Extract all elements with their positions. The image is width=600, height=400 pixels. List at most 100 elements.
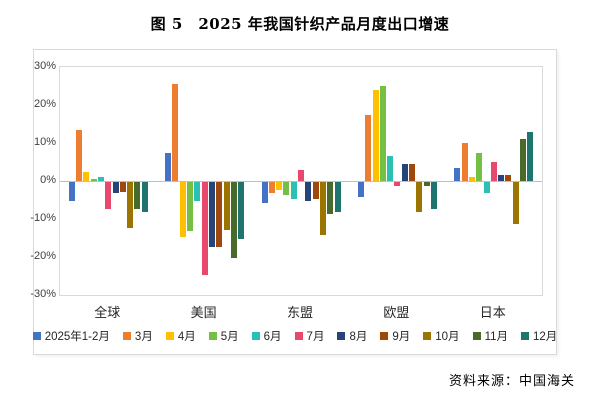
bar-东盟-12月 <box>334 182 341 213</box>
chart-frame: 30% 20% 10% 0% -10% -20% -30% 全球 美国 东盟 欧盟 日本 2025年… <box>30 49 557 355</box>
bar-美国-10月 <box>223 182 230 230</box>
bar-美国-9月 <box>216 182 223 247</box>
bar-美国-3月 <box>172 84 179 181</box>
bar-日本-4月 <box>468 177 475 181</box>
legend-swatch-icon <box>337 332 346 340</box>
bar-欧盟-6月 <box>387 156 394 181</box>
bar-日本-8月 <box>498 175 505 181</box>
bar-全球-5月 <box>90 179 97 181</box>
legend-label: 9月 <box>392 331 411 343</box>
bar-日本-2025年1-2月 <box>454 167 461 181</box>
y-tick-label: 30% <box>33 60 56 72</box>
bar-全球-8月 <box>112 182 119 194</box>
legend-label: 12月 <box>533 331 558 343</box>
legend-swatch-icon <box>472 332 481 340</box>
legend-swatch-icon <box>521 332 530 340</box>
legend-swatch-icon <box>165 332 174 340</box>
bar-全球-6月 <box>97 177 104 181</box>
bar-日本-12月 <box>527 131 534 181</box>
bar-东盟-8月 <box>305 182 312 201</box>
bar-全球-2025年1-2月 <box>68 182 75 201</box>
legend-label: 11月 <box>484 331 509 343</box>
legend-swatch-icon <box>122 332 131 340</box>
bar-日本-7月 <box>490 162 497 181</box>
y-tick-label: -20% <box>30 250 56 262</box>
legend-swatch-icon <box>251 332 260 340</box>
bar-全球-3月 <box>76 129 82 181</box>
bar-欧盟-12月 <box>430 182 437 209</box>
legend-label: 6月 <box>263 331 282 343</box>
bar-全球-7月 <box>105 182 112 209</box>
bar-欧盟-11月 <box>423 182 430 186</box>
bar-美国-12月 <box>238 182 245 239</box>
legend-item-2025年1-2月: 2025年1-2月 <box>32 328 110 344</box>
bar-东盟-2025年1-2月 <box>261 182 268 203</box>
legend-swatch-icon <box>423 332 432 340</box>
bar-全球-9月 <box>119 182 126 192</box>
bar-东盟-5月 <box>283 182 290 196</box>
bar-日本-3月 <box>461 143 468 181</box>
legend-label: 5月 <box>220 331 239 343</box>
bar-欧盟-2025年1-2月 <box>357 182 364 198</box>
bar-欧盟-7月 <box>394 182 401 186</box>
bar-东盟-9月 <box>312 182 319 200</box>
bar-日本-11月 <box>520 139 526 181</box>
bar-美国-2025年1-2月 <box>165 152 172 181</box>
y-tick-label: 10% <box>33 136 56 148</box>
bar-欧盟-10月 <box>416 182 423 213</box>
bar-日本-5月 <box>476 152 483 181</box>
bar-欧盟-9月 <box>409 163 415 181</box>
bar-美国-6月 <box>194 182 201 201</box>
legend-label: 2025年1-2月 <box>44 331 110 343</box>
bar-欧盟-8月 <box>401 163 408 181</box>
bar-东盟-7月 <box>298 169 304 181</box>
legend-item-3月: 3月 <box>122 328 153 344</box>
bar-东盟-11月 <box>327 182 334 215</box>
bar-东盟-4月 <box>276 182 283 190</box>
category-label-欧盟: 欧盟 <box>383 306 410 321</box>
legend-label: 10月 <box>435 331 460 343</box>
bar-日本-10月 <box>512 182 519 224</box>
bar-欧盟-4月 <box>372 89 379 181</box>
legend-item-4月: 4月 <box>165 328 196 344</box>
y-tick-label: 20% <box>33 98 56 110</box>
bar-欧盟-5月 <box>379 86 386 181</box>
legend-item-7月: 7月 <box>294 328 325 344</box>
y-tick-label: -30% <box>30 288 56 300</box>
legend-label: 7月 <box>306 331 325 343</box>
legend-item-11月: 11月 <box>472 328 509 344</box>
bar-美国-5月 <box>187 182 193 232</box>
bar-美国-11月 <box>230 182 237 258</box>
legend-label: 8月 <box>349 331 368 343</box>
y-tick-label: 0% <box>40 174 56 186</box>
plot-area <box>59 66 543 296</box>
legend-swatch-icon <box>294 332 303 340</box>
bar-日本-6月 <box>483 182 490 194</box>
category-label-日本: 日本 <box>479 306 506 321</box>
bar-东盟-6月 <box>290 182 297 200</box>
legend-label: 4月 <box>177 331 196 343</box>
legend-swatch-icon <box>32 332 41 340</box>
bar-美国-7月 <box>201 182 208 276</box>
bar-全球-4月 <box>83 171 90 181</box>
bar-东盟-10月 <box>319 182 326 236</box>
chart-title: 图 5 2025 年我国针织产品月度出口增速 <box>150 15 450 33</box>
bar-美国-8月 <box>208 182 215 247</box>
bar-美国-4月 <box>179 182 186 238</box>
bar-全球-10月 <box>127 182 134 228</box>
source-note: 资料来源：中国海关 <box>448 374 575 389</box>
bar-全球-12月 <box>141 182 148 213</box>
legend-item-9月: 9月 <box>380 328 410 344</box>
category-label-东盟: 东盟 <box>286 306 313 321</box>
category-label-美国: 美国 <box>190 306 217 321</box>
legend-swatch-icon <box>208 332 217 340</box>
bar-欧盟-3月 <box>365 114 372 181</box>
category-label-全球: 全球 <box>94 306 121 321</box>
legend-swatch-icon <box>380 332 389 340</box>
legend-item-6月: 6月 <box>251 328 282 344</box>
bar-日本-9月 <box>505 175 512 181</box>
legend-label: 3月 <box>134 331 153 343</box>
legend-item-12月: 12月 <box>521 328 557 344</box>
bar-东盟-3月 <box>268 182 275 194</box>
